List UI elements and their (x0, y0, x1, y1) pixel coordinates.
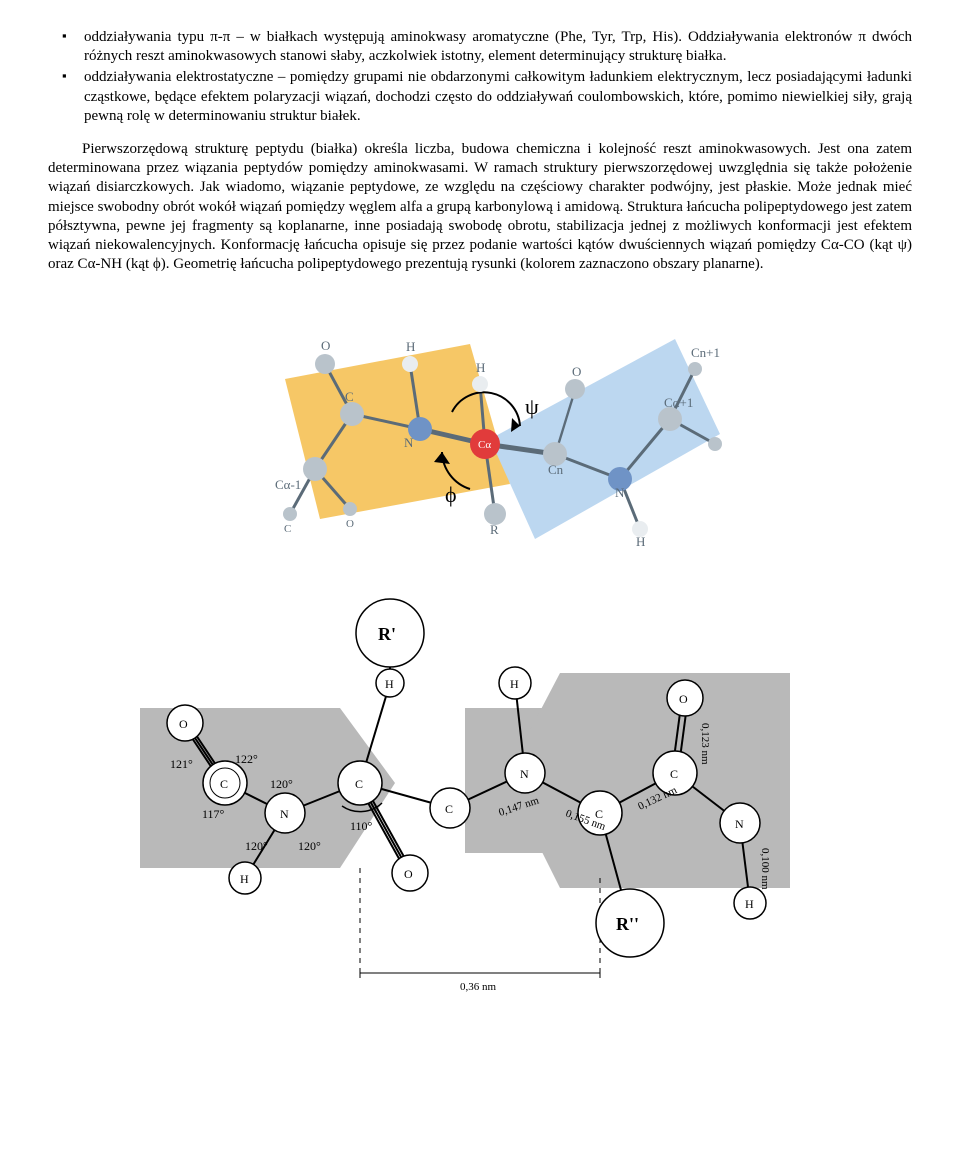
svg-text:N: N (520, 767, 529, 781)
figure-2-geometry: O C N H C H O C N H C O C N H R' R'' 121… (48, 578, 912, 1018)
svg-text:N: N (615, 485, 625, 500)
svg-text:N: N (404, 435, 414, 450)
svg-text:Cα-1: Cα-1 (275, 477, 301, 492)
svg-text:R'': R'' (616, 914, 639, 934)
svg-text:C: C (445, 802, 453, 816)
svg-text:0,36 nm: 0,36 nm (460, 981, 497, 993)
svg-text:R': R' (378, 624, 396, 644)
svg-text:N: N (735, 817, 744, 831)
svg-text:Cα+1: Cα+1 (664, 395, 693, 410)
body-paragraph: Pierwszorzędową strukturę peptydu (białk… (48, 140, 912, 274)
svg-text:H: H (385, 677, 394, 691)
svg-text:C: C (345, 389, 354, 404)
svg-text:0,123 nm: 0,123 nm (699, 723, 711, 765)
svg-text:Cn: Cn (548, 462, 564, 477)
svg-text:ψ: ψ (525, 394, 539, 419)
svg-text:120°: 120° (270, 777, 293, 791)
svg-text:C: C (355, 777, 363, 791)
bullet-list: oddziaływania typu π-π – w białkach wyst… (48, 28, 912, 126)
bullet-item: oddziaływania elektrostatyczne – pomiędz… (48, 68, 912, 126)
svg-text:H: H (476, 360, 485, 375)
svg-text:H: H (745, 897, 754, 911)
svg-text:121°: 121° (170, 757, 193, 771)
bullet-item: oddziaływania typu π-π – w białkach wyst… (48, 28, 912, 66)
svg-text:C: C (220, 777, 228, 791)
svg-text:R: R (490, 522, 499, 537)
svg-text:O: O (346, 518, 354, 530)
svg-text:N: N (280, 807, 289, 821)
svg-text:122°: 122° (235, 752, 258, 766)
svg-text:110°: 110° (350, 819, 373, 833)
svg-text:H: H (240, 872, 249, 886)
svg-text:O: O (679, 692, 688, 706)
svg-text:Cα: Cα (478, 439, 491, 451)
svg-text:O: O (321, 338, 330, 353)
svg-text:H: H (406, 339, 415, 354)
svg-text:117°: 117° (202, 807, 225, 821)
svg-text:120°: 120° (245, 839, 268, 853)
svg-text:O: O (404, 867, 413, 881)
svg-text:H: H (636, 534, 645, 549)
svg-text:H: H (510, 677, 519, 691)
svg-text:C: C (284, 523, 291, 535)
svg-text:C: C (670, 767, 678, 781)
svg-text:ϕ: ϕ (445, 482, 457, 507)
svg-text:Cn+1: Cn+1 (691, 345, 720, 360)
svg-text:O: O (572, 364, 581, 379)
svg-text:0,100 nm: 0,100 nm (759, 848, 771, 890)
svg-text:O: O (179, 717, 188, 731)
figure-1-dihedral: O H H O Cn+1 C N Cα Cn N Cα+1 H R Cα-1 C… (48, 284, 912, 574)
svg-text:120°: 120° (298, 839, 321, 853)
